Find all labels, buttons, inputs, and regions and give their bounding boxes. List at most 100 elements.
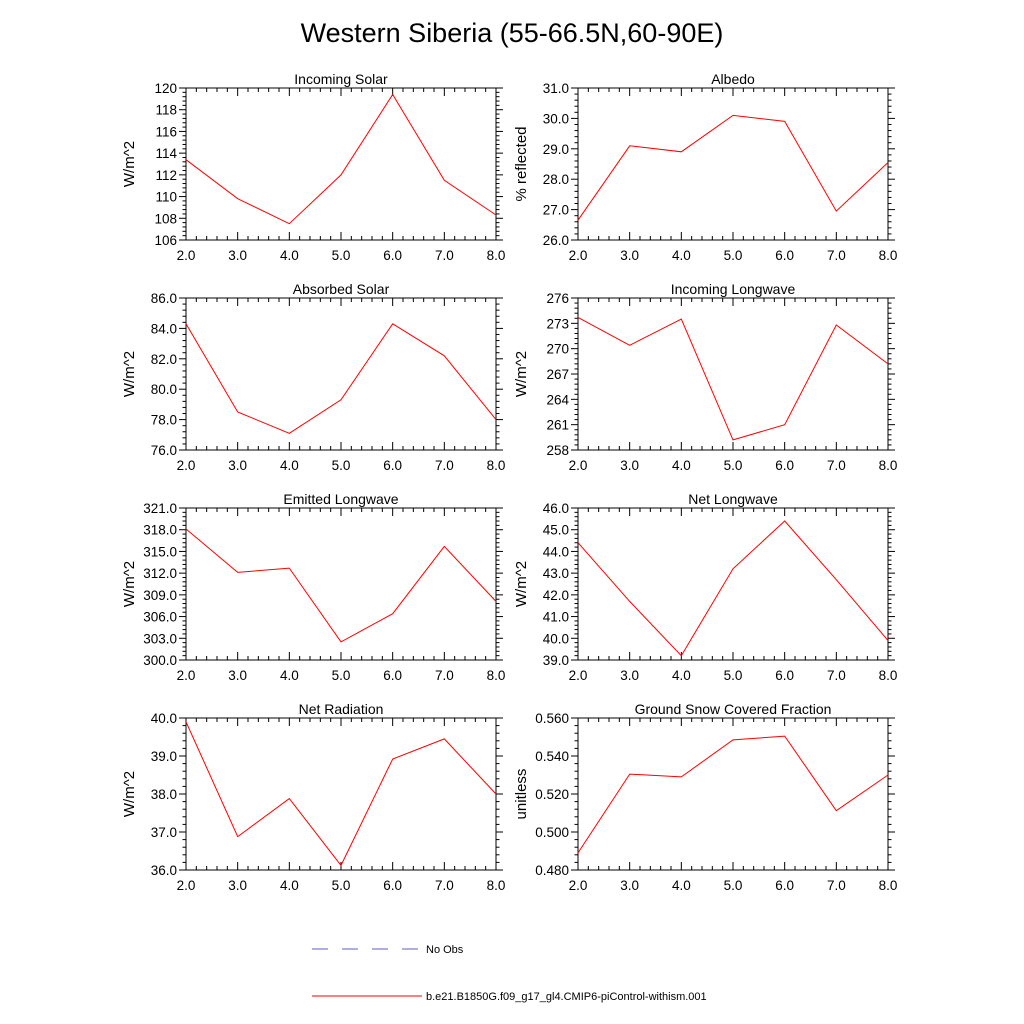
plot-frame (185, 87, 497, 241)
chart-panel-5: Emitted Longwave W/m^2 2.0 3.0 4.0 5.0 6.0 7.0 8… (121, 491, 505, 683)
y-axis-label: W/m^2 (121, 771, 138, 817)
y-tick-label: 86.0 (151, 291, 177, 306)
plot-frame (577, 87, 889, 241)
y-tick-label: 27.0 (543, 203, 569, 218)
x-tick-label: 6.0 (383, 878, 402, 893)
y-tick-label: 270 (546, 342, 569, 357)
x-tick-label: 4.0 (280, 458, 299, 473)
chart-panel-4: Incoming Longwave W/m^2 2.0 3.0 4.0 5.0 6.0 7.0… (513, 281, 897, 473)
plot-frame (577, 507, 889, 661)
y-axis-label: unitless (513, 769, 530, 820)
series-line (185, 93, 497, 225)
x-tick-label: 7.0 (827, 458, 846, 473)
x-tick-label: 5.0 (332, 458, 351, 473)
y-tick-label: 39.0 (543, 653, 569, 668)
panel-title: Incoming Longwave (671, 281, 796, 297)
y-tick-label: 37.0 (151, 825, 177, 840)
x-tick-label: 5.0 (332, 248, 351, 263)
x-tick-label: 8.0 (879, 248, 898, 263)
x-tick-label: 2.0 (177, 668, 196, 683)
y-tick-label: 46.0 (543, 501, 569, 516)
y-tick-label: 306.0 (143, 610, 177, 625)
y-tick-label: 267 (546, 367, 569, 382)
x-tick-label: 3.0 (228, 458, 247, 473)
y-tick-label: 276 (546, 291, 569, 306)
y-tick-label: 315.0 (143, 544, 177, 559)
x-tick-label: 8.0 (487, 458, 506, 473)
y-tick-label: 82.0 (151, 352, 177, 367)
x-tick-label: 3.0 (620, 248, 639, 263)
chart-panel-3: Absorbed Solar W/m^2 2.0 3.0 4.0 5.0 6.0 7.0 8.0… (121, 281, 505, 473)
y-tick-label: 42.0 (543, 588, 569, 603)
x-tick-label: 4.0 (672, 668, 691, 683)
y-tick-label: 40.0 (543, 631, 569, 646)
y-tick-label: 303.0 (143, 631, 177, 646)
panel-title: Incoming Solar (294, 71, 388, 87)
x-tick-label: 3.0 (620, 878, 639, 893)
y-tick-label: 41.0 (543, 610, 569, 625)
y-tick-label: 318.0 (143, 523, 177, 538)
x-tick-label: 8.0 (879, 878, 898, 893)
page-title: Western Siberia (55-66.5N,60-90E) (301, 18, 724, 48)
x-tick-label: 5.0 (724, 878, 743, 893)
chart-panel-2: Albedo % reflected 2.0 3.0 4.0 5.0 6.0 7.0 8.0 26… (513, 71, 897, 263)
y-tick-label: 321.0 (143, 501, 177, 516)
x-tick-label: 7.0 (435, 248, 454, 263)
y-tick-label: 106 (154, 233, 177, 248)
x-tick-label: 8.0 (487, 668, 506, 683)
x-tick-label: 7.0 (827, 878, 846, 893)
y-axis-label: W/m^2 (513, 561, 530, 607)
y-tick-label: 78.0 (151, 413, 177, 428)
x-tick-label: 2.0 (569, 668, 588, 683)
series-line (577, 316, 889, 441)
plot-frame (185, 507, 497, 661)
x-tick-label: 3.0 (228, 878, 247, 893)
plot-frame (185, 717, 497, 871)
y-tick-label: 0.560 (535, 711, 569, 726)
x-tick-label: 5.0 (332, 878, 351, 893)
y-tick-label: 112 (155, 168, 177, 183)
series-line (185, 323, 497, 434)
panel-title: Albedo (711, 71, 755, 87)
y-tick-label: 30.0 (543, 111, 569, 126)
x-tick-label: 5.0 (724, 668, 743, 683)
y-tick-label: 29.0 (543, 142, 569, 157)
x-tick-label: 6.0 (775, 668, 794, 683)
x-tick-label: 7.0 (435, 878, 454, 893)
y-tick-label: 80.0 (151, 382, 177, 397)
x-tick-label: 3.0 (228, 668, 247, 683)
chart-panel-7: Net Radiation W/m^2 2.0 3.0 4.0 5.0 6.0 7.0 8.0 3… (121, 701, 505, 893)
y-tick-label: 116 (155, 124, 177, 139)
x-tick-label: 6.0 (775, 458, 794, 473)
y-axis-label: % reflected (513, 126, 530, 201)
series-line (185, 721, 497, 867)
series-line (577, 520, 889, 657)
legend-obs-label: No Obs (426, 944, 464, 956)
x-tick-label: 4.0 (280, 668, 299, 683)
y-tick-label: 0.480 (535, 863, 569, 878)
y-tick-label: 84.0 (151, 321, 177, 336)
x-tick-label: 2.0 (177, 878, 196, 893)
x-tick-label: 6.0 (383, 248, 402, 263)
x-tick-label: 4.0 (280, 248, 299, 263)
x-tick-label: 3.0 (620, 458, 639, 473)
y-tick-label: 39.0 (151, 749, 177, 764)
y-tick-label: 114 (155, 146, 177, 161)
y-tick-label: 0.540 (535, 749, 569, 764)
series-line (577, 114, 889, 221)
y-tick-label: 76.0 (151, 443, 177, 458)
x-tick-label: 3.0 (228, 248, 247, 263)
series-line (577, 735, 889, 854)
y-tick-label: 264 (546, 392, 569, 407)
y-tick-label: 45.0 (543, 523, 569, 538)
x-tick-label: 6.0 (383, 458, 402, 473)
x-tick-label: 8.0 (487, 878, 506, 893)
y-tick-label: 258 (546, 443, 569, 458)
y-tick-label: 300.0 (143, 653, 177, 668)
y-axis-label: W/m^2 (513, 351, 530, 397)
y-tick-label: 108 (154, 211, 177, 226)
x-tick-label: 5.0 (724, 458, 743, 473)
chart-panel-6: Net Longwave W/m^2 2.0 3.0 4.0 5.0 6.0 7.0 8.0 39… (513, 491, 897, 683)
x-tick-label: 4.0 (672, 248, 691, 263)
